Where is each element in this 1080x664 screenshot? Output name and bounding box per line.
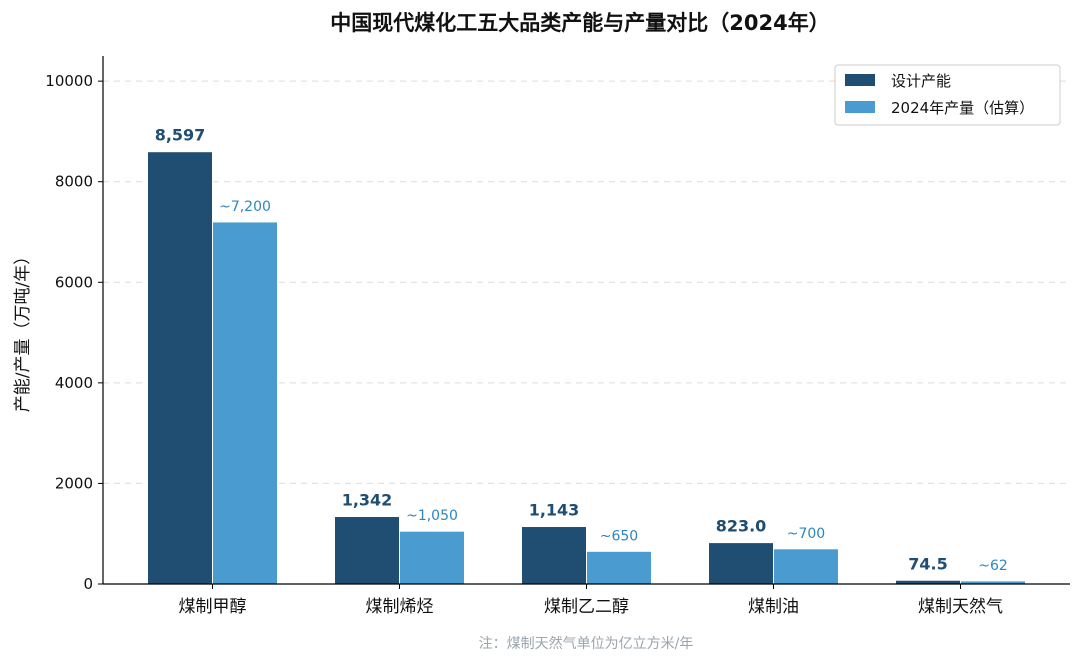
bar-production [773, 548, 839, 585]
x-tick-label: 煤制甲醇 [179, 597, 247, 617]
bars [147, 151, 1026, 585]
bar-production [586, 550, 652, 585]
data-label-capacity: 74.5 [908, 554, 947, 573]
chart-title: 中国现代煤化工五大品类产能与产量对比（2024年） [330, 11, 829, 35]
y-tick-label: 2000 [55, 474, 93, 492]
bar-capacity [708, 542, 774, 585]
legend: 设计产能 2024年产量（估算） [834, 64, 1061, 126]
y-tick-label: 10000 [45, 72, 93, 90]
y-tick-label: 8000 [55, 173, 93, 191]
legend-swatch-capacity [845, 74, 875, 86]
y-tick-label: 6000 [55, 273, 93, 291]
y-tick-label: 4000 [55, 374, 93, 392]
bar-production [399, 530, 465, 585]
value-labels: 8,597 ~7,200 1,342 ~1,050 1,143 ~650 823.0 ~700… [155, 126, 1008, 574]
footnote: 注：煤制天然气单位为亿立方米/年 [479, 635, 694, 652]
data-label-capacity: 8,597 [155, 126, 206, 145]
data-label-production: ~1,050 [406, 508, 458, 524]
bar-capacity [334, 516, 400, 585]
legend-box [834, 64, 1061, 126]
bar-capacity [521, 526, 587, 585]
y-tick-label: 0 [83, 575, 93, 593]
y-axis-title: 产能/产量（万吨/年） [13, 248, 33, 412]
bar-production [212, 221, 278, 585]
x-ticks: 煤制甲醇 煤制烯烃 煤制乙二醇 煤制油 煤制天然气 [179, 584, 1003, 617]
data-label-capacity: 823.0 [716, 517, 767, 536]
legend-swatch-production [845, 101, 875, 113]
x-tick-label: 煤制油 [748, 597, 799, 617]
data-label-capacity: 1,143 [529, 501, 580, 520]
data-label-production: ~62 [978, 558, 1008, 574]
x-tick-label: 煤制天然气 [918, 597, 1003, 617]
y-ticks: 0 2000 4000 6000 8000 10000 [45, 72, 103, 593]
data-label-capacity: 1,342 [342, 491, 393, 510]
data-label-production: ~650 [600, 528, 638, 544]
legend-label-production: 2024年产量（估算） [891, 99, 1034, 117]
data-label-production: ~7,200 [219, 199, 271, 215]
bar-capacity [147, 151, 213, 585]
x-tick-label: 煤制烯烃 [366, 597, 434, 617]
data-label-production: ~700 [787, 526, 825, 542]
x-tick-label: 煤制乙二醇 [544, 597, 629, 617]
legend-label-capacity: 设计产能 [891, 72, 951, 90]
